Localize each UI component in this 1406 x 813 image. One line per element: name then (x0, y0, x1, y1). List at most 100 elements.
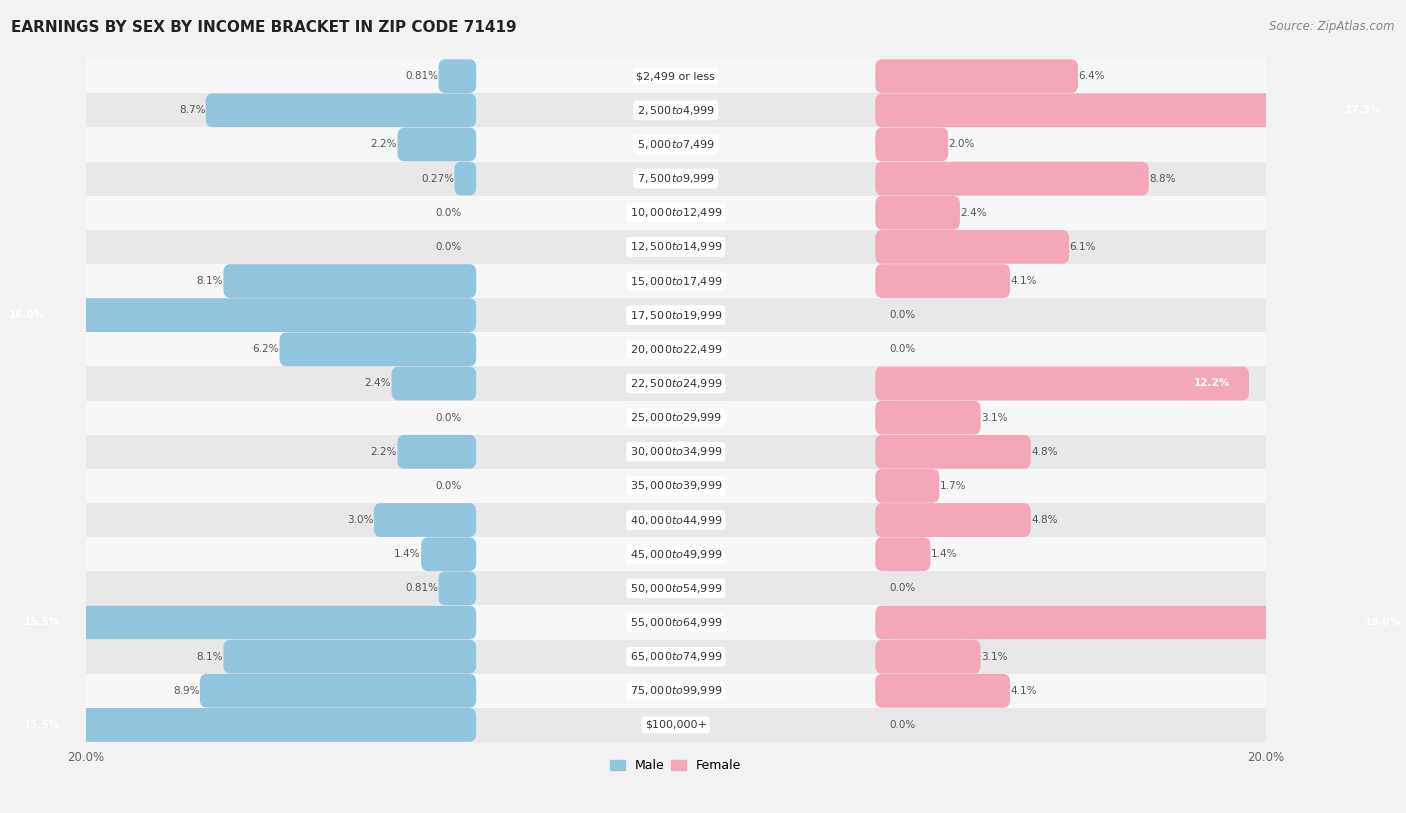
Text: $7,500 to $9,999: $7,500 to $9,999 (637, 172, 714, 185)
FancyBboxPatch shape (86, 93, 1265, 128)
FancyBboxPatch shape (86, 708, 1265, 742)
FancyBboxPatch shape (876, 196, 960, 229)
FancyBboxPatch shape (439, 59, 477, 93)
Text: 0.0%: 0.0% (890, 584, 915, 593)
Text: 3.1%: 3.1% (981, 652, 1008, 662)
Text: $20,000 to $22,499: $20,000 to $22,499 (630, 343, 723, 356)
FancyBboxPatch shape (398, 128, 477, 161)
Text: 4.8%: 4.8% (1031, 447, 1057, 457)
Text: 8.8%: 8.8% (1149, 174, 1175, 184)
FancyBboxPatch shape (86, 264, 1265, 298)
FancyBboxPatch shape (876, 93, 1399, 127)
FancyBboxPatch shape (224, 640, 477, 673)
FancyBboxPatch shape (86, 572, 1265, 606)
FancyBboxPatch shape (876, 367, 1249, 400)
FancyBboxPatch shape (86, 640, 1265, 674)
Text: $30,000 to $34,999: $30,000 to $34,999 (630, 446, 723, 459)
Text: 4.8%: 4.8% (1031, 515, 1057, 525)
FancyBboxPatch shape (280, 333, 477, 366)
Text: 6.4%: 6.4% (1078, 72, 1105, 81)
FancyBboxPatch shape (876, 606, 1406, 639)
FancyBboxPatch shape (876, 401, 980, 434)
Text: $5,000 to $7,499: $5,000 to $7,499 (637, 138, 714, 151)
Text: 0.0%: 0.0% (890, 720, 915, 730)
FancyBboxPatch shape (876, 264, 1010, 298)
FancyBboxPatch shape (398, 435, 477, 468)
Text: 4.1%: 4.1% (1011, 276, 1038, 286)
Text: 3.0%: 3.0% (347, 515, 374, 525)
FancyBboxPatch shape (86, 435, 1265, 469)
FancyBboxPatch shape (86, 59, 1265, 93)
FancyBboxPatch shape (224, 264, 477, 298)
Text: 1.4%: 1.4% (931, 550, 957, 559)
FancyBboxPatch shape (392, 367, 477, 400)
Text: $35,000 to $39,999: $35,000 to $39,999 (630, 480, 723, 493)
FancyBboxPatch shape (86, 128, 1265, 162)
FancyBboxPatch shape (86, 537, 1265, 572)
Text: 8.1%: 8.1% (197, 652, 224, 662)
FancyBboxPatch shape (205, 93, 477, 127)
Text: 17.3%: 17.3% (1344, 106, 1381, 115)
Text: 8.7%: 8.7% (179, 106, 205, 115)
Text: 0.0%: 0.0% (436, 413, 463, 423)
Text: 0.27%: 0.27% (420, 174, 454, 184)
FancyBboxPatch shape (6, 606, 477, 639)
Text: 2.2%: 2.2% (371, 140, 396, 150)
Text: $2,500 to $4,999: $2,500 to $4,999 (637, 104, 714, 117)
FancyBboxPatch shape (876, 162, 1149, 195)
FancyBboxPatch shape (86, 606, 1265, 640)
Text: 2.4%: 2.4% (960, 208, 987, 218)
FancyBboxPatch shape (200, 674, 477, 707)
Text: 15.5%: 15.5% (24, 618, 60, 628)
Text: $65,000 to $74,999: $65,000 to $74,999 (630, 650, 723, 663)
Text: 0.0%: 0.0% (890, 345, 915, 354)
FancyBboxPatch shape (86, 162, 1265, 196)
Text: 2.4%: 2.4% (364, 379, 391, 389)
Text: 15.5%: 15.5% (24, 720, 60, 730)
FancyBboxPatch shape (876, 59, 1078, 93)
Text: 16.0%: 16.0% (8, 311, 45, 320)
FancyBboxPatch shape (876, 435, 1031, 468)
FancyBboxPatch shape (876, 537, 931, 571)
FancyBboxPatch shape (0, 298, 477, 332)
Text: 0.81%: 0.81% (405, 72, 439, 81)
Text: 4.1%: 4.1% (1011, 686, 1038, 696)
Text: 12.2%: 12.2% (1194, 379, 1230, 389)
Text: Source: ZipAtlas.com: Source: ZipAtlas.com (1270, 20, 1395, 33)
FancyBboxPatch shape (86, 503, 1265, 537)
Text: $55,000 to $64,999: $55,000 to $64,999 (630, 616, 723, 629)
Text: 0.0%: 0.0% (890, 311, 915, 320)
Text: 1.4%: 1.4% (394, 550, 420, 559)
Text: $25,000 to $29,999: $25,000 to $29,999 (630, 411, 721, 424)
Text: $10,000 to $12,499: $10,000 to $12,499 (630, 207, 723, 220)
FancyBboxPatch shape (876, 674, 1010, 707)
FancyBboxPatch shape (876, 469, 939, 502)
FancyBboxPatch shape (876, 503, 1031, 537)
FancyBboxPatch shape (420, 537, 477, 571)
Text: 3.1%: 3.1% (981, 413, 1008, 423)
Text: $100,000+: $100,000+ (645, 720, 707, 730)
Text: $45,000 to $49,999: $45,000 to $49,999 (630, 548, 723, 561)
FancyBboxPatch shape (454, 162, 477, 195)
Text: $75,000 to $99,999: $75,000 to $99,999 (630, 685, 723, 698)
Text: 6.2%: 6.2% (253, 345, 278, 354)
Text: EARNINGS BY SEX BY INCOME BRACKET IN ZIP CODE 71419: EARNINGS BY SEX BY INCOME BRACKET IN ZIP… (11, 20, 517, 35)
FancyBboxPatch shape (86, 196, 1265, 230)
Text: $2,499 or less: $2,499 or less (637, 72, 716, 81)
FancyBboxPatch shape (6, 708, 477, 741)
Text: 2.0%: 2.0% (949, 140, 974, 150)
Text: 0.81%: 0.81% (405, 584, 439, 593)
Text: 0.0%: 0.0% (436, 242, 463, 252)
FancyBboxPatch shape (86, 401, 1265, 435)
FancyBboxPatch shape (86, 674, 1265, 708)
FancyBboxPatch shape (86, 230, 1265, 264)
Text: 6.1%: 6.1% (1070, 242, 1097, 252)
Text: $22,500 to $24,999: $22,500 to $24,999 (630, 377, 723, 390)
Text: $40,000 to $44,999: $40,000 to $44,999 (630, 514, 723, 527)
FancyBboxPatch shape (876, 640, 980, 673)
Text: 8.9%: 8.9% (173, 686, 200, 696)
FancyBboxPatch shape (876, 128, 948, 161)
FancyBboxPatch shape (439, 572, 477, 605)
FancyBboxPatch shape (86, 333, 1265, 367)
Text: $50,000 to $54,999: $50,000 to $54,999 (630, 582, 723, 595)
